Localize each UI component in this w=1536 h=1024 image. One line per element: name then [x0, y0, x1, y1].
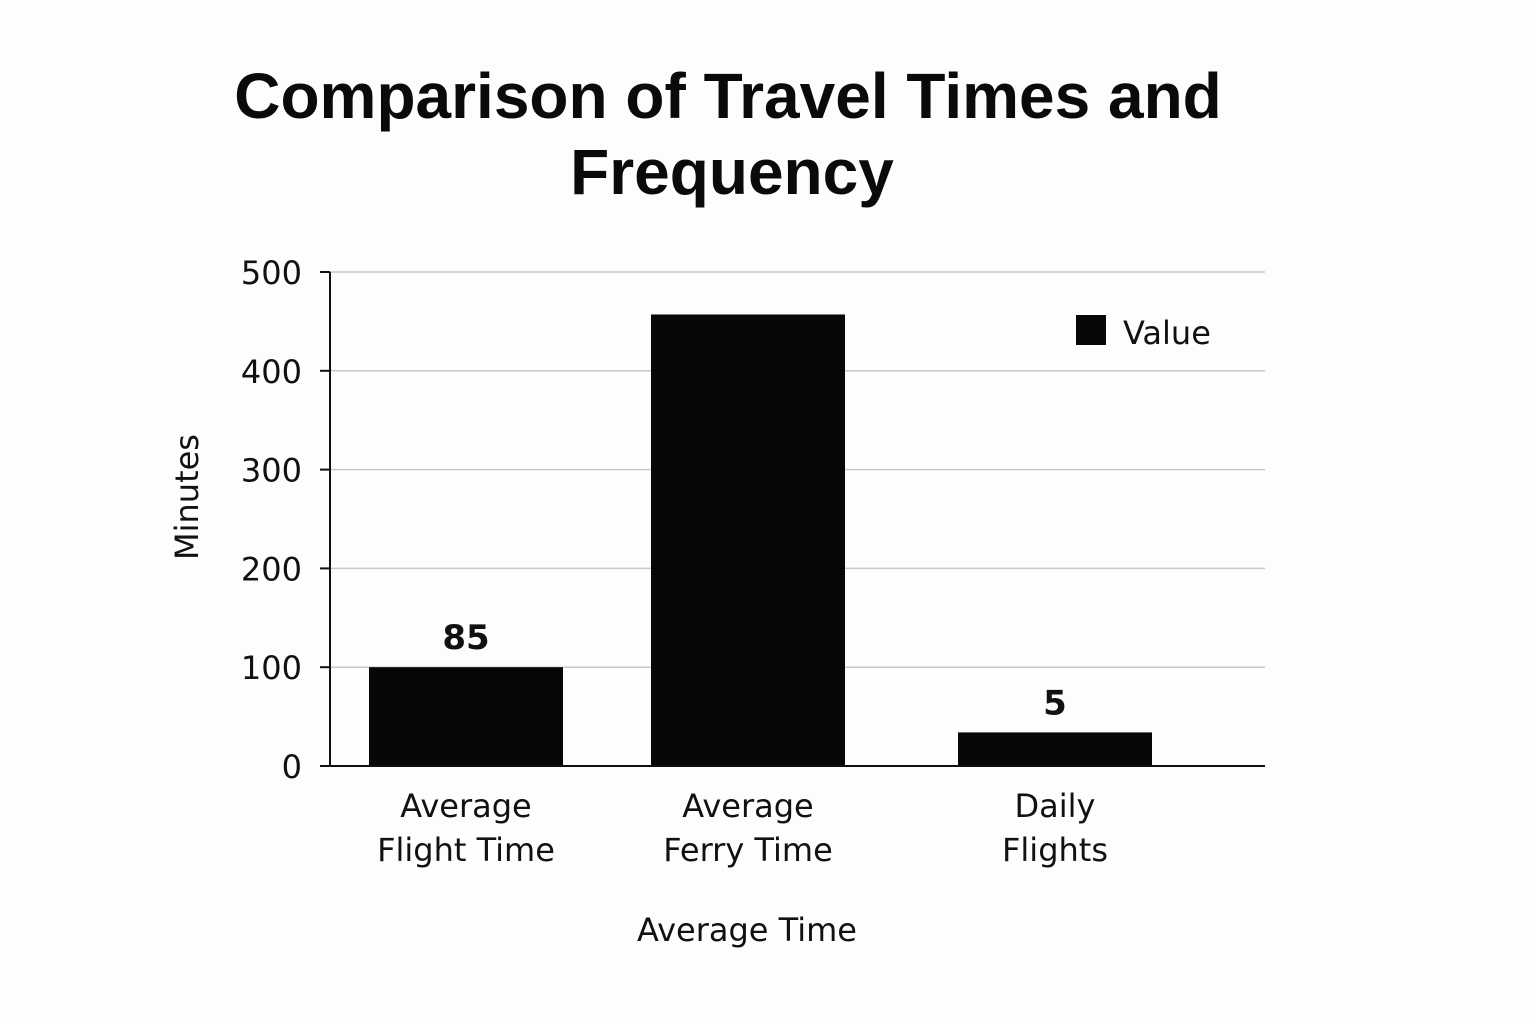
bars — [369, 314, 1152, 766]
chart-title-line-1: Comparison of Travel Times and — [234, 60, 1222, 132]
legend-label: Value — [1123, 314, 1211, 352]
data-label-1: 85 — [442, 618, 489, 658]
x-category-label-1-line-2: Flight Time — [377, 831, 555, 869]
chart-title-line-2: Frequency — [570, 136, 894, 208]
x-axis-title: Average Time — [637, 911, 857, 949]
x-category-labels: Average Flight Time Average Ferry Time Daily… — [377, 787, 1108, 869]
y-tick-label-400: 400 — [241, 353, 302, 391]
y-axis-title: Minutes — [168, 434, 206, 560]
x-category-label-3: Daily Flights — [1002, 787, 1108, 869]
x-category-label-2-line-1: Average — [682, 787, 813, 825]
x-category-label-1-line-1: Average — [400, 787, 531, 825]
x-category-label-2-line-2: Ferry Time — [663, 831, 833, 869]
y-tick-label-200: 200 — [241, 550, 302, 588]
x-category-label-3-line-2: Flights — [1002, 831, 1108, 869]
y-tick-label-300: 300 — [241, 452, 302, 490]
legend-swatch — [1076, 315, 1106, 345]
y-tick-labels: 0 100 200 300 400 500 — [241, 254, 302, 786]
y-tick-label-500: 500 — [241, 254, 302, 292]
data-labels: 85 5 — [442, 618, 1067, 723]
data-label-3: 5 — [1043, 683, 1067, 723]
legend: Value — [1076, 314, 1211, 352]
bar-1 — [369, 667, 563, 766]
y-tick-label-100: 100 — [241, 649, 302, 687]
bar-2 — [651, 314, 845, 766]
x-category-label-1: Average Flight Time — [377, 787, 555, 869]
x-category-label-2: Average Ferry Time — [663, 787, 833, 869]
bar-3 — [958, 732, 1152, 766]
x-category-label-3-line-1: Daily — [1015, 787, 1096, 825]
y-tick-label-0: 0 — [282, 748, 302, 786]
